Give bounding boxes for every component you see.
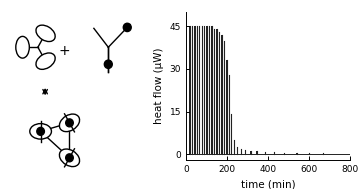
Ellipse shape	[36, 25, 55, 42]
Y-axis label: heat flow (μW): heat flow (μW)	[154, 48, 164, 124]
Circle shape	[123, 23, 131, 32]
Circle shape	[37, 127, 44, 135]
Ellipse shape	[30, 124, 52, 139]
Text: +: +	[58, 44, 70, 58]
Ellipse shape	[60, 149, 79, 167]
X-axis label: time (min): time (min)	[241, 179, 295, 189]
Ellipse shape	[36, 53, 55, 69]
Ellipse shape	[60, 114, 79, 132]
Circle shape	[66, 154, 73, 162]
Circle shape	[66, 119, 73, 127]
Ellipse shape	[16, 36, 29, 58]
Circle shape	[104, 60, 112, 68]
